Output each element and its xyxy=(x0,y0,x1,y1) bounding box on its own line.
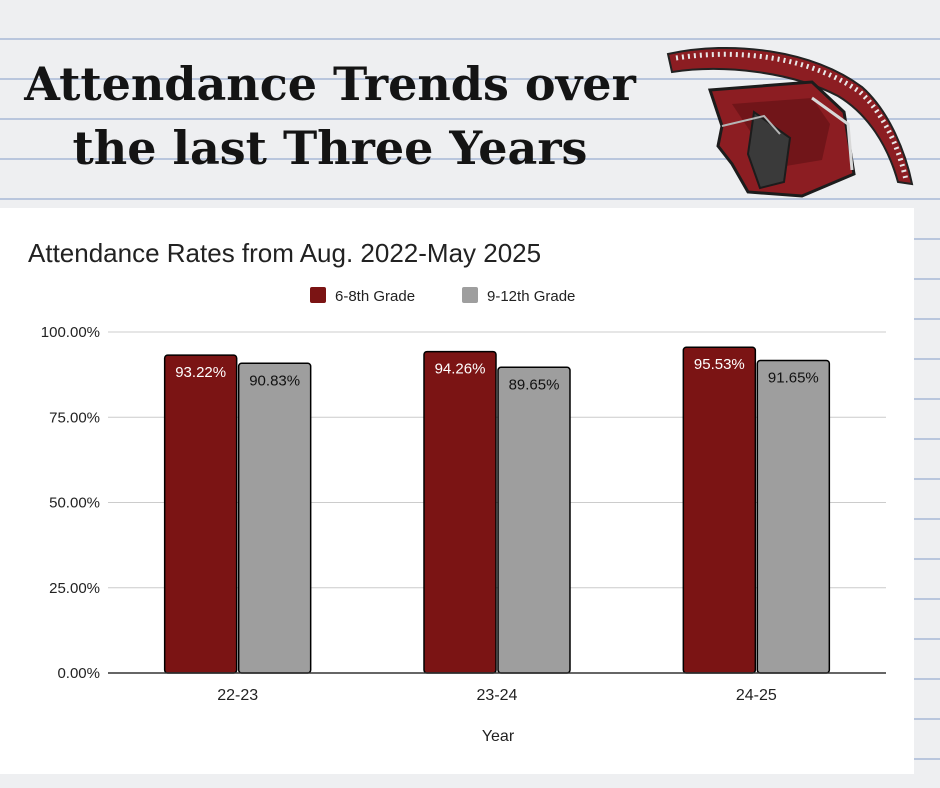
y-tick-label: 100.00% xyxy=(41,324,100,341)
x-axis-label: Year xyxy=(482,728,515,745)
legend-swatch xyxy=(462,287,478,303)
legend-label: 9-12th Grade xyxy=(487,288,575,305)
x-tick-label: 22-23 xyxy=(217,687,258,704)
bar xyxy=(423,350,497,674)
legend-label: 6-8th Grade xyxy=(335,288,415,305)
x-tick-label: 23-24 xyxy=(477,687,518,704)
bar-data-label: 91.65% xyxy=(768,369,819,386)
y-tick-label: 25.00% xyxy=(49,580,100,597)
bar-data-label: 90.83% xyxy=(249,372,300,389)
bar-data-label: 93.22% xyxy=(175,364,226,381)
bar xyxy=(163,354,238,674)
page-title: Attendance Trends over the last Three Ye… xyxy=(10,52,650,180)
x-axis: 22-23 23-24 24-25 xyxy=(108,672,886,704)
y-tick-label: 0.00% xyxy=(57,665,100,682)
spartan-helmet-icon xyxy=(666,46,914,198)
chart-card: Attendance Rates from Aug. 2022-May 2025… xyxy=(0,208,914,774)
page-title-line-1: Attendance Trends over xyxy=(24,57,636,111)
y-tick-label: 50.00% xyxy=(49,495,100,512)
y-tick-label: 75.00% xyxy=(49,409,100,426)
bar-data-label: 89.65% xyxy=(509,376,560,393)
y-axis: 0.00% 25.00% 50.00% 75.00% 100.00% xyxy=(41,324,100,682)
chart-gridlines xyxy=(108,331,886,589)
bar-data-label: 95.53% xyxy=(694,356,745,373)
bar xyxy=(237,362,312,674)
attendance-bar-chart: Attendance Rates from Aug. 2022-May 2025… xyxy=(28,238,886,745)
bar xyxy=(756,359,831,674)
page-title-line-2: the last Three Years xyxy=(72,121,588,175)
chart-legend: 6-8th Grade 9-12th Grade xyxy=(310,287,575,305)
x-tick-label: 24-25 xyxy=(736,687,777,704)
chart-bars: 93.22% 90.83% 94.26% 89.65% 95.53% 91.65% xyxy=(163,346,831,674)
legend-swatch xyxy=(310,287,326,303)
bar xyxy=(497,366,571,674)
bar xyxy=(682,346,757,674)
chart-title: Attendance Rates from Aug. 2022-May 2025 xyxy=(28,238,541,268)
bar-data-label: 94.26% xyxy=(435,361,486,378)
